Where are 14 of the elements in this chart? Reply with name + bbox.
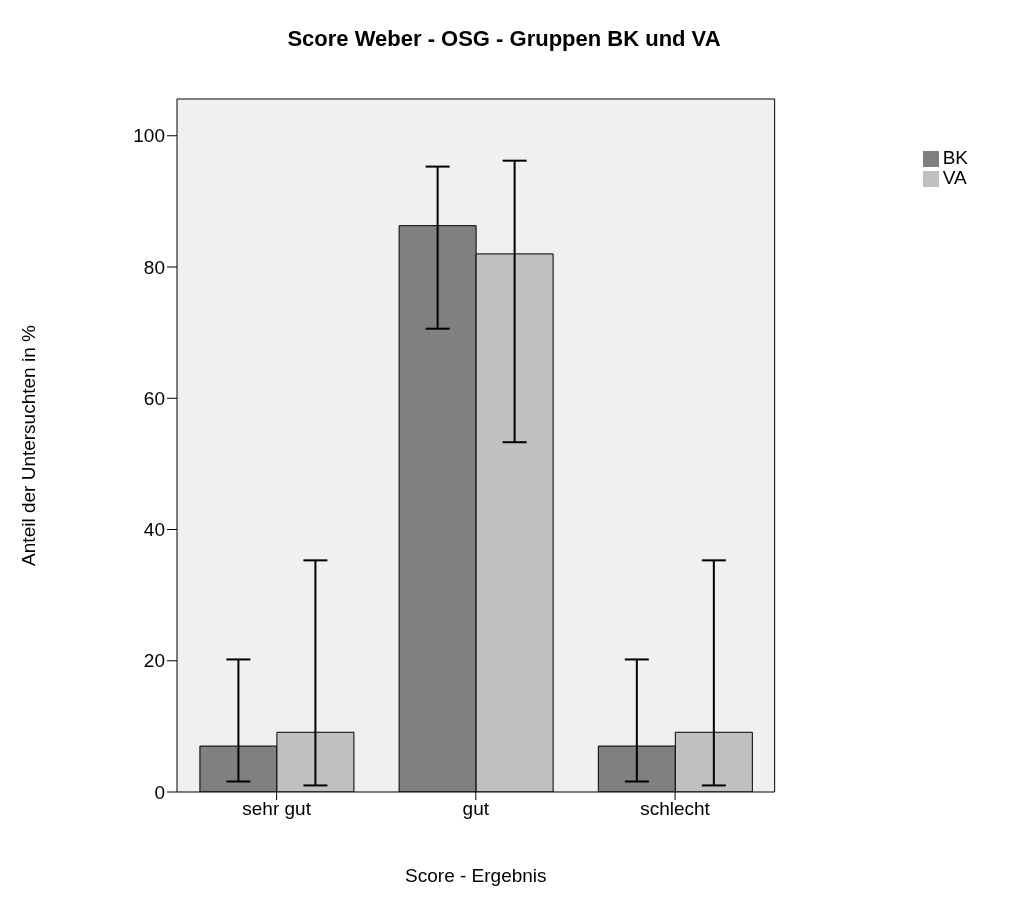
x-axis-title: Score - Ergebnis — [405, 865, 547, 886]
chart-title: Score Weber - OSG - Gruppen BK und VA — [286, 26, 722, 52]
x-tick-label: sehr gut — [242, 798, 312, 820]
y-axis-title: Anteil der Untersuchten in % — [17, 325, 39, 566]
y-tick-label: 0 — [154, 781, 165, 803]
legend-label: VA — [942, 167, 967, 188]
x-tick-label: gut — [462, 798, 490, 820]
x-tick-label: schlecht — [640, 798, 711, 820]
y-tick-label: 80 — [143, 256, 165, 278]
y-tick-label: 100 — [133, 125, 165, 147]
legend-label: BK — [942, 147, 968, 168]
y-tick-label: 40 — [143, 519, 165, 541]
y-tick-label: 20 — [143, 650, 165, 672]
y-tick-label: 60 — [143, 387, 165, 409]
